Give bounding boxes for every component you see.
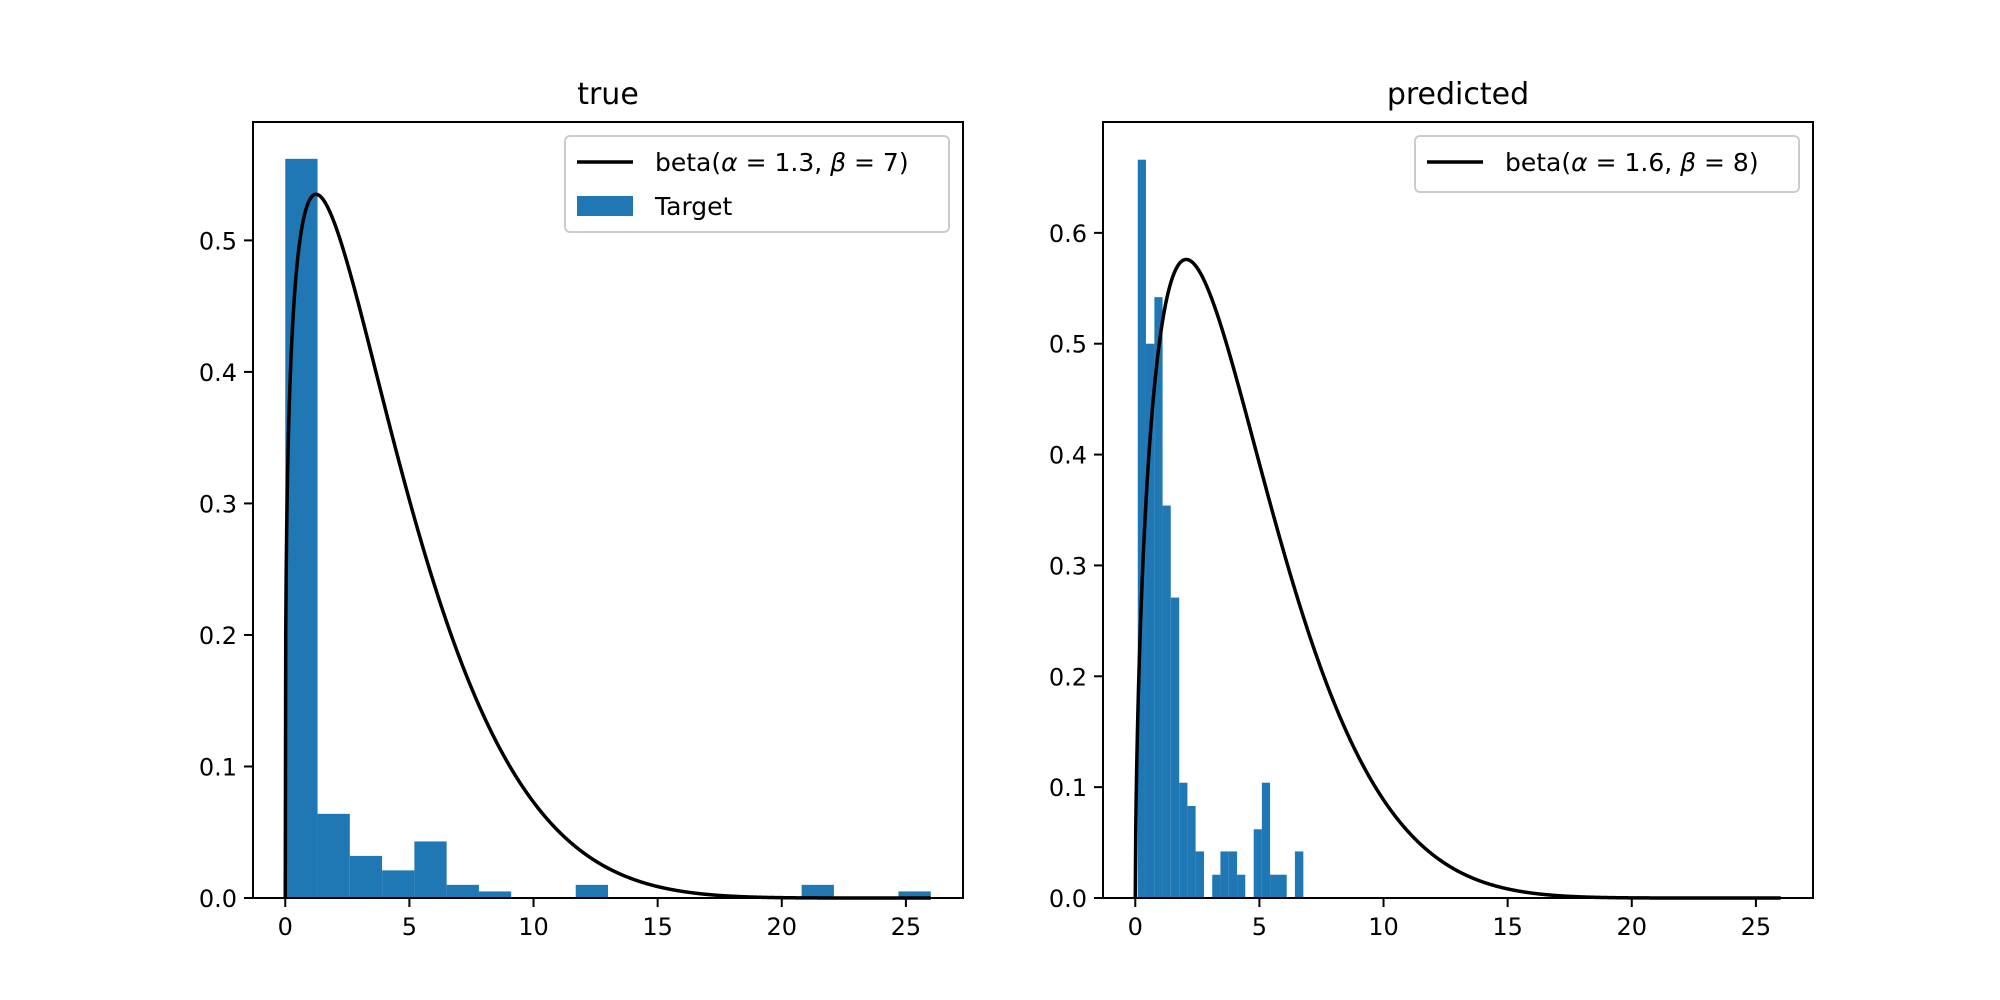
histogram-bar — [349, 855, 383, 898]
histogram-bar — [1154, 297, 1163, 898]
histogram-bar — [1294, 851, 1304, 898]
chart-title: true — [577, 77, 639, 112]
y-tick-label: 0.0 — [199, 885, 237, 913]
beta-curve — [283, 192, 933, 900]
y-tick-label: 0.5 — [199, 227, 237, 255]
histogram-bar — [1187, 805, 1196, 898]
y-tick-label: 0.1 — [199, 753, 237, 781]
histogram-bar — [1261, 782, 1271, 898]
histogram-bar — [1137, 159, 1146, 899]
y-tick-label: 0.6 — [1049, 220, 1087, 248]
histogram-bar — [1278, 874, 1287, 898]
x-tick-label: 15 — [642, 913, 673, 941]
histogram-bar — [1212, 874, 1221, 898]
beta-curve — [1133, 257, 1783, 900]
histogram-bar — [1179, 782, 1188, 898]
y-tick-label: 0.5 — [1049, 331, 1087, 359]
chart-panel-1: true 0 5 10 15 20 25 0.0 0.1 0.2 0.3 0.4 0.5 beta(α =… — [199, 77, 964, 941]
histogram-bar — [382, 870, 415, 898]
x-tick-label: 0 — [278, 913, 293, 941]
legend-box — [1414, 135, 1800, 193]
histogram-bar — [414, 841, 447, 898]
x-tick-label: 25 — [891, 913, 922, 941]
y-tick-label: 0.0 — [1049, 885, 1087, 913]
histogram-bar — [1237, 874, 1246, 898]
histogram-bar — [1253, 829, 1262, 898]
legend: beta(α = 1.6, β = 8) — [1414, 135, 1800, 193]
y-tick-label: 0.1 — [1049, 774, 1087, 802]
histogram-bar — [1270, 874, 1279, 898]
axes-frame — [1102, 121, 1814, 899]
legend-bar-swatch — [577, 196, 633, 216]
x-tick-label: 0 — [1128, 913, 1143, 941]
y-tick-label: 0.3 — [1049, 552, 1087, 580]
legend-curve-label: beta(α = 1.6, β = 8) — [1505, 148, 1759, 177]
histogram-bar — [1145, 343, 1155, 898]
y-tick-label: 0.2 — [1049, 663, 1087, 691]
x-tick-label: 20 — [767, 913, 798, 941]
histogram-bar — [898, 891, 931, 898]
y-tick-label: 0.3 — [199, 490, 237, 518]
legend-box — [564, 135, 950, 233]
histogram-bar — [575, 884, 608, 898]
histogram-bar — [1170, 597, 1180, 898]
legend: beta(α = 1.3, β = 7) Target — [564, 135, 950, 233]
legend-curve-label: beta(α = 1.3, β = 7) — [655, 148, 909, 177]
x-tick-label: 20 — [1617, 913, 1648, 941]
y-tick-label: 0.2 — [199, 622, 237, 650]
histogram-bar — [317, 813, 350, 898]
histogram-bar — [1228, 851, 1238, 898]
axes-frame — [252, 121, 964, 899]
histogram-bar — [285, 158, 318, 898]
histogram-bar — [446, 884, 479, 898]
histogram-bar — [1162, 505, 1171, 898]
y-tick-label: 0.4 — [1049, 442, 1087, 470]
x-tick-label: 10 — [518, 913, 549, 941]
x-tick-label: 5 — [402, 913, 417, 941]
x-tick-label: 5 — [1252, 913, 1267, 941]
y-tick-label: 0.4 — [199, 359, 237, 387]
histogram-bar — [1220, 851, 1229, 898]
chart-title: predicted — [1387, 77, 1529, 112]
histogram-bar — [1195, 851, 1205, 898]
x-tick-label: 25 — [1741, 913, 1772, 941]
x-tick-label: 15 — [1492, 913, 1523, 941]
legend-target-label: Target — [654, 192, 733, 221]
chart-panel-2: predicted 0 5 10 15 20 25 0.0 0.1 0.2 0.3 0.4 0.5 0.6… — [1049, 77, 1814, 941]
x-tick-label: 10 — [1368, 913, 1399, 941]
histogram-bar — [478, 891, 512, 898]
histogram-bar — [801, 884, 834, 898]
